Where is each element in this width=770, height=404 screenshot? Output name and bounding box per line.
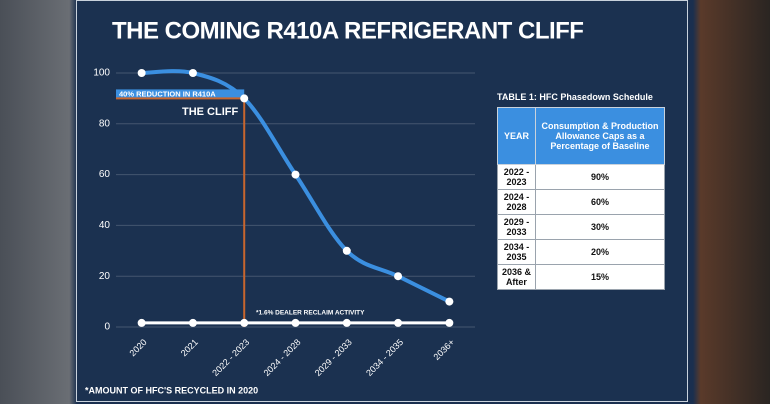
- marker: [240, 94, 249, 103]
- table-row: 2034 - 2035 20%: [497, 239, 666, 265]
- table-cell: 2029 - 2033: [497, 214, 536, 240]
- y-tick-label: 20: [99, 271, 111, 282]
- header-row: YEAR Consumption & Production Allowance C…: [497, 107, 666, 165]
- annotation-box: [116, 89, 245, 99]
- footnote: *AMOUNT OF HFC'S RECYCLED IN 2020: [85, 385, 258, 395]
- marker: [445, 297, 454, 306]
- table-cell: 30%: [534, 214, 666, 240]
- table-cell: 2036 & After: [497, 264, 536, 290]
- marker: [394, 318, 403, 327]
- marker: [291, 318, 300, 327]
- table-title: TABLE 1: HFC Phasedown Schedule: [497, 92, 653, 102]
- marker: [240, 318, 249, 327]
- x-tick-label: 2021: [179, 337, 200, 358]
- annotation: THE CLIFF: [182, 106, 238, 118]
- marker: [137, 318, 146, 327]
- table-cell: 15%: [534, 264, 666, 290]
- table-row: 2022 - 2023 90%: [497, 164, 666, 190]
- header-cell: YEAR: [497, 107, 536, 165]
- marker: [291, 170, 300, 179]
- x-tick-label: 2036+: [432, 337, 457, 362]
- marker: [188, 318, 197, 327]
- y-tick-label: 0: [104, 322, 110, 333]
- table-cell: 2034 - 2035: [497, 239, 536, 265]
- y-tick-label: 100: [93, 68, 110, 79]
- header-cell: Consumption & Production Allowance Caps …: [534, 107, 666, 165]
- annotation: *1.6% DEALER RECLAIM ACTIVITY: [256, 310, 365, 317]
- marker: [445, 318, 454, 327]
- table-cell: 60%: [534, 189, 666, 215]
- x-tick-label: 2022 - 2023: [210, 337, 251, 378]
- x-tick-label: 2029 - 2033: [313, 337, 354, 378]
- x-tick-label: 2034 - 2035: [364, 337, 405, 378]
- annotation: 40% REDUCTION IN R410A: [119, 89, 216, 98]
- table-row: 2024 - 2028 60%: [497, 189, 666, 215]
- table: YEAR Consumption & Production Allowance C…: [497, 107, 666, 290]
- table-cell: 90%: [534, 164, 666, 190]
- y-tick-label: 40: [99, 220, 111, 231]
- table-cell: 2022 - 2023: [497, 164, 536, 190]
- x-tick-label: 2024 - 2028: [262, 337, 303, 378]
- marker: [188, 69, 197, 77]
- table-cell: 20%: [534, 239, 666, 265]
- marker: [394, 272, 403, 281]
- x-tick-label: 2020: [128, 337, 149, 358]
- y-tick-label: 60: [99, 169, 111, 180]
- marker: [342, 318, 351, 327]
- marker: [137, 69, 146, 77]
- y-tick-label: 80: [99, 118, 111, 129]
- marker: [342, 246, 351, 255]
- table-row: 2036 & After 15%: [497, 264, 666, 290]
- table-row: 2029 - 2033 30%: [497, 214, 666, 240]
- chart-title: THE COMING R410A REFRIGERANT CLIFF: [112, 17, 583, 44]
- table-cell: 2024 - 2028: [497, 189, 536, 215]
